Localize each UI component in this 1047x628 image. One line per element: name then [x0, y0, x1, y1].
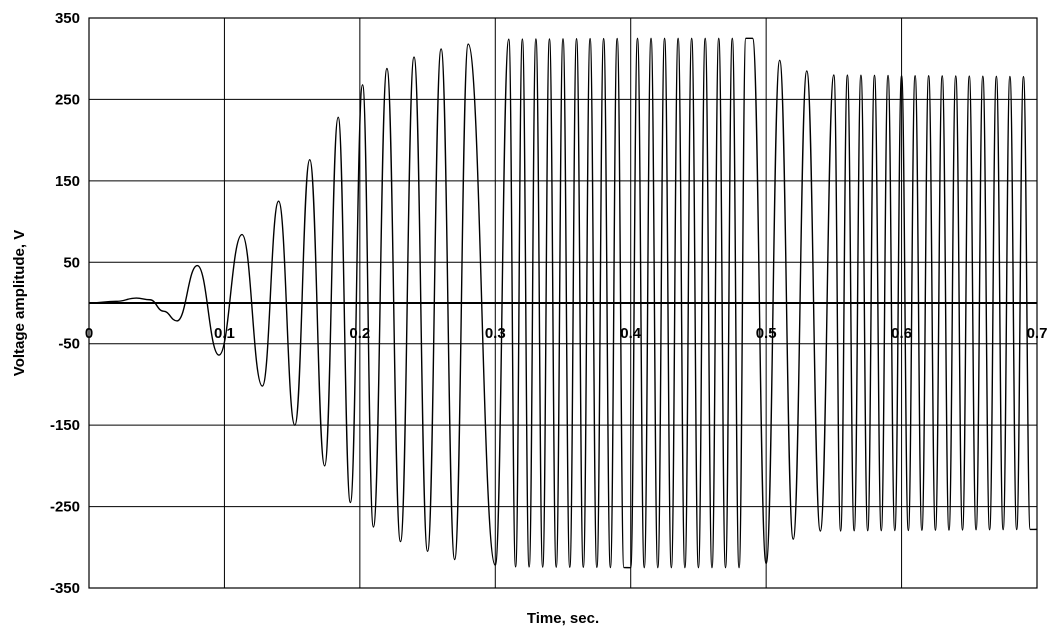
x-tick-label: 0.6: [891, 325, 912, 342]
y-axis-title: Voltage amplitude, V: [11, 230, 28, 376]
y-axis-ticks: 350 250 150 50 -50 -150 -250 -350: [50, 10, 80, 597]
y-tick-label: -150: [50, 417, 80, 434]
x-axis-title: Time, sec.: [527, 610, 599, 627]
y-tick-label: -250: [50, 499, 80, 516]
y-tick-label: 250: [55, 91, 80, 108]
x-tick-label: 0.1: [214, 325, 235, 342]
y-tick-label: -350: [50, 580, 80, 597]
x-tick-label: 0.4: [620, 325, 642, 342]
y-tick-label: 50: [63, 254, 80, 271]
plot-area: [88, 37, 1038, 569]
y-tick-label: 150: [55, 173, 80, 190]
x-tick-label: 0.7: [1027, 325, 1047, 342]
x-tick-label: 0.5: [756, 325, 777, 342]
x-tick-label: 0: [85, 325, 93, 342]
x-tick-label: 0.2: [349, 325, 370, 342]
y-tick-label: -50: [58, 336, 80, 353]
y-tick-label: 350: [55, 10, 80, 27]
x-tick-label: 0.3: [485, 325, 506, 342]
voltage-waveform-line: [88, 37, 1038, 569]
x-axis-ticks: 0 0.1 0.2 0.3 0.4 0.5 0.6 0.7: [85, 325, 1047, 342]
